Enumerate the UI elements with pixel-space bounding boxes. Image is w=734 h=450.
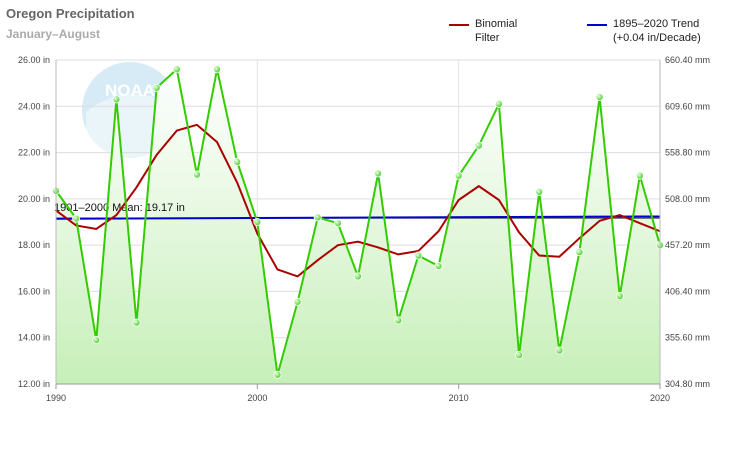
observed-point <box>454 171 463 180</box>
observed-point <box>535 187 544 196</box>
observed-point <box>192 170 201 179</box>
legend-swatch-trend <box>587 24 607 26</box>
observed-point <box>253 217 262 226</box>
observed-point <box>233 157 242 166</box>
legend-item-trend[interactable]: 1895–2020 Trend (+0.04 in/Decade) <box>587 17 701 45</box>
observed-point <box>555 346 564 355</box>
observed-point <box>132 318 141 327</box>
observed-point <box>333 219 342 228</box>
y-tick-label-left: 22.00 in <box>18 148 50 158</box>
observed-point <box>374 169 383 178</box>
y-tick-label-left: 20.00 in <box>18 194 50 204</box>
mean-label: 1901–2000 Mean: 19.17 in <box>54 202 185 214</box>
observed-point <box>92 336 101 345</box>
y-tick-label-right: 355.60 mm <box>665 333 710 343</box>
x-tick-label: 1990 <box>46 393 66 403</box>
y-tick-label-right: 457.20 mm <box>665 240 710 250</box>
legend-label-binomial-filter: Binomial Filter <box>475 18 518 44</box>
trend-line <box>55 215 661 220</box>
observed-point <box>474 141 483 150</box>
y-tick-label-right: 508.00 mm <box>665 194 710 204</box>
observed-point <box>575 248 584 257</box>
x-tick-label: 2000 <box>247 393 267 403</box>
x-tick-label: 2010 <box>449 393 469 403</box>
observed-point <box>72 214 81 223</box>
noaa-logo-text: NOAA <box>105 81 155 100</box>
observed-point <box>353 272 362 281</box>
y-tick-label-left: 24.00 in <box>18 101 50 111</box>
chart-subtitle: January–August <box>6 27 101 41</box>
binomial-filter-line <box>55 123 661 278</box>
observed-point <box>394 316 403 325</box>
observed-point <box>112 95 121 104</box>
y-tick-label-right: 609.60 mm <box>665 101 710 111</box>
observed-point <box>414 251 423 260</box>
legend-swatch-binomial-filter <box>449 24 469 26</box>
chart-title: Oregon Precipitation <box>6 6 135 21</box>
observed-point <box>273 370 282 379</box>
legend-label-trend: 1895–2020 Trend (+0.04 in/Decade) <box>613 18 701 44</box>
y-tick-label-left: 16.00 in <box>18 286 50 296</box>
observed-point <box>213 65 222 74</box>
y-tick-label-left: 12.00 in <box>18 379 50 389</box>
y-tick-label-right: 304.80 mm <box>665 379 710 389</box>
observed-point <box>172 65 181 74</box>
y-tick-label-left: 14.00 in <box>18 333 50 343</box>
observed-point <box>434 261 443 270</box>
observed-point <box>293 297 302 306</box>
y-tick-label-left: 18.00 in <box>18 240 50 250</box>
observed-point <box>494 99 503 108</box>
y-tick-label-right: 660.40 mm <box>665 55 710 65</box>
observed-point <box>635 171 644 180</box>
observed-point <box>152 83 161 92</box>
y-tick-label-right: 406.40 mm <box>665 286 710 296</box>
x-tick-label: 2020 <box>650 393 670 403</box>
y-tick-label-right: 558.80 mm <box>665 148 710 158</box>
legend-item-binomial-filter[interactable]: Binomial Filter <box>449 17 517 45</box>
observed-point <box>595 93 604 102</box>
observed-point <box>313 213 322 222</box>
observed-point <box>615 292 624 301</box>
observed-area <box>56 69 660 384</box>
observed-point <box>515 351 524 360</box>
y-tick-label-left: 26.00 in <box>18 55 50 65</box>
